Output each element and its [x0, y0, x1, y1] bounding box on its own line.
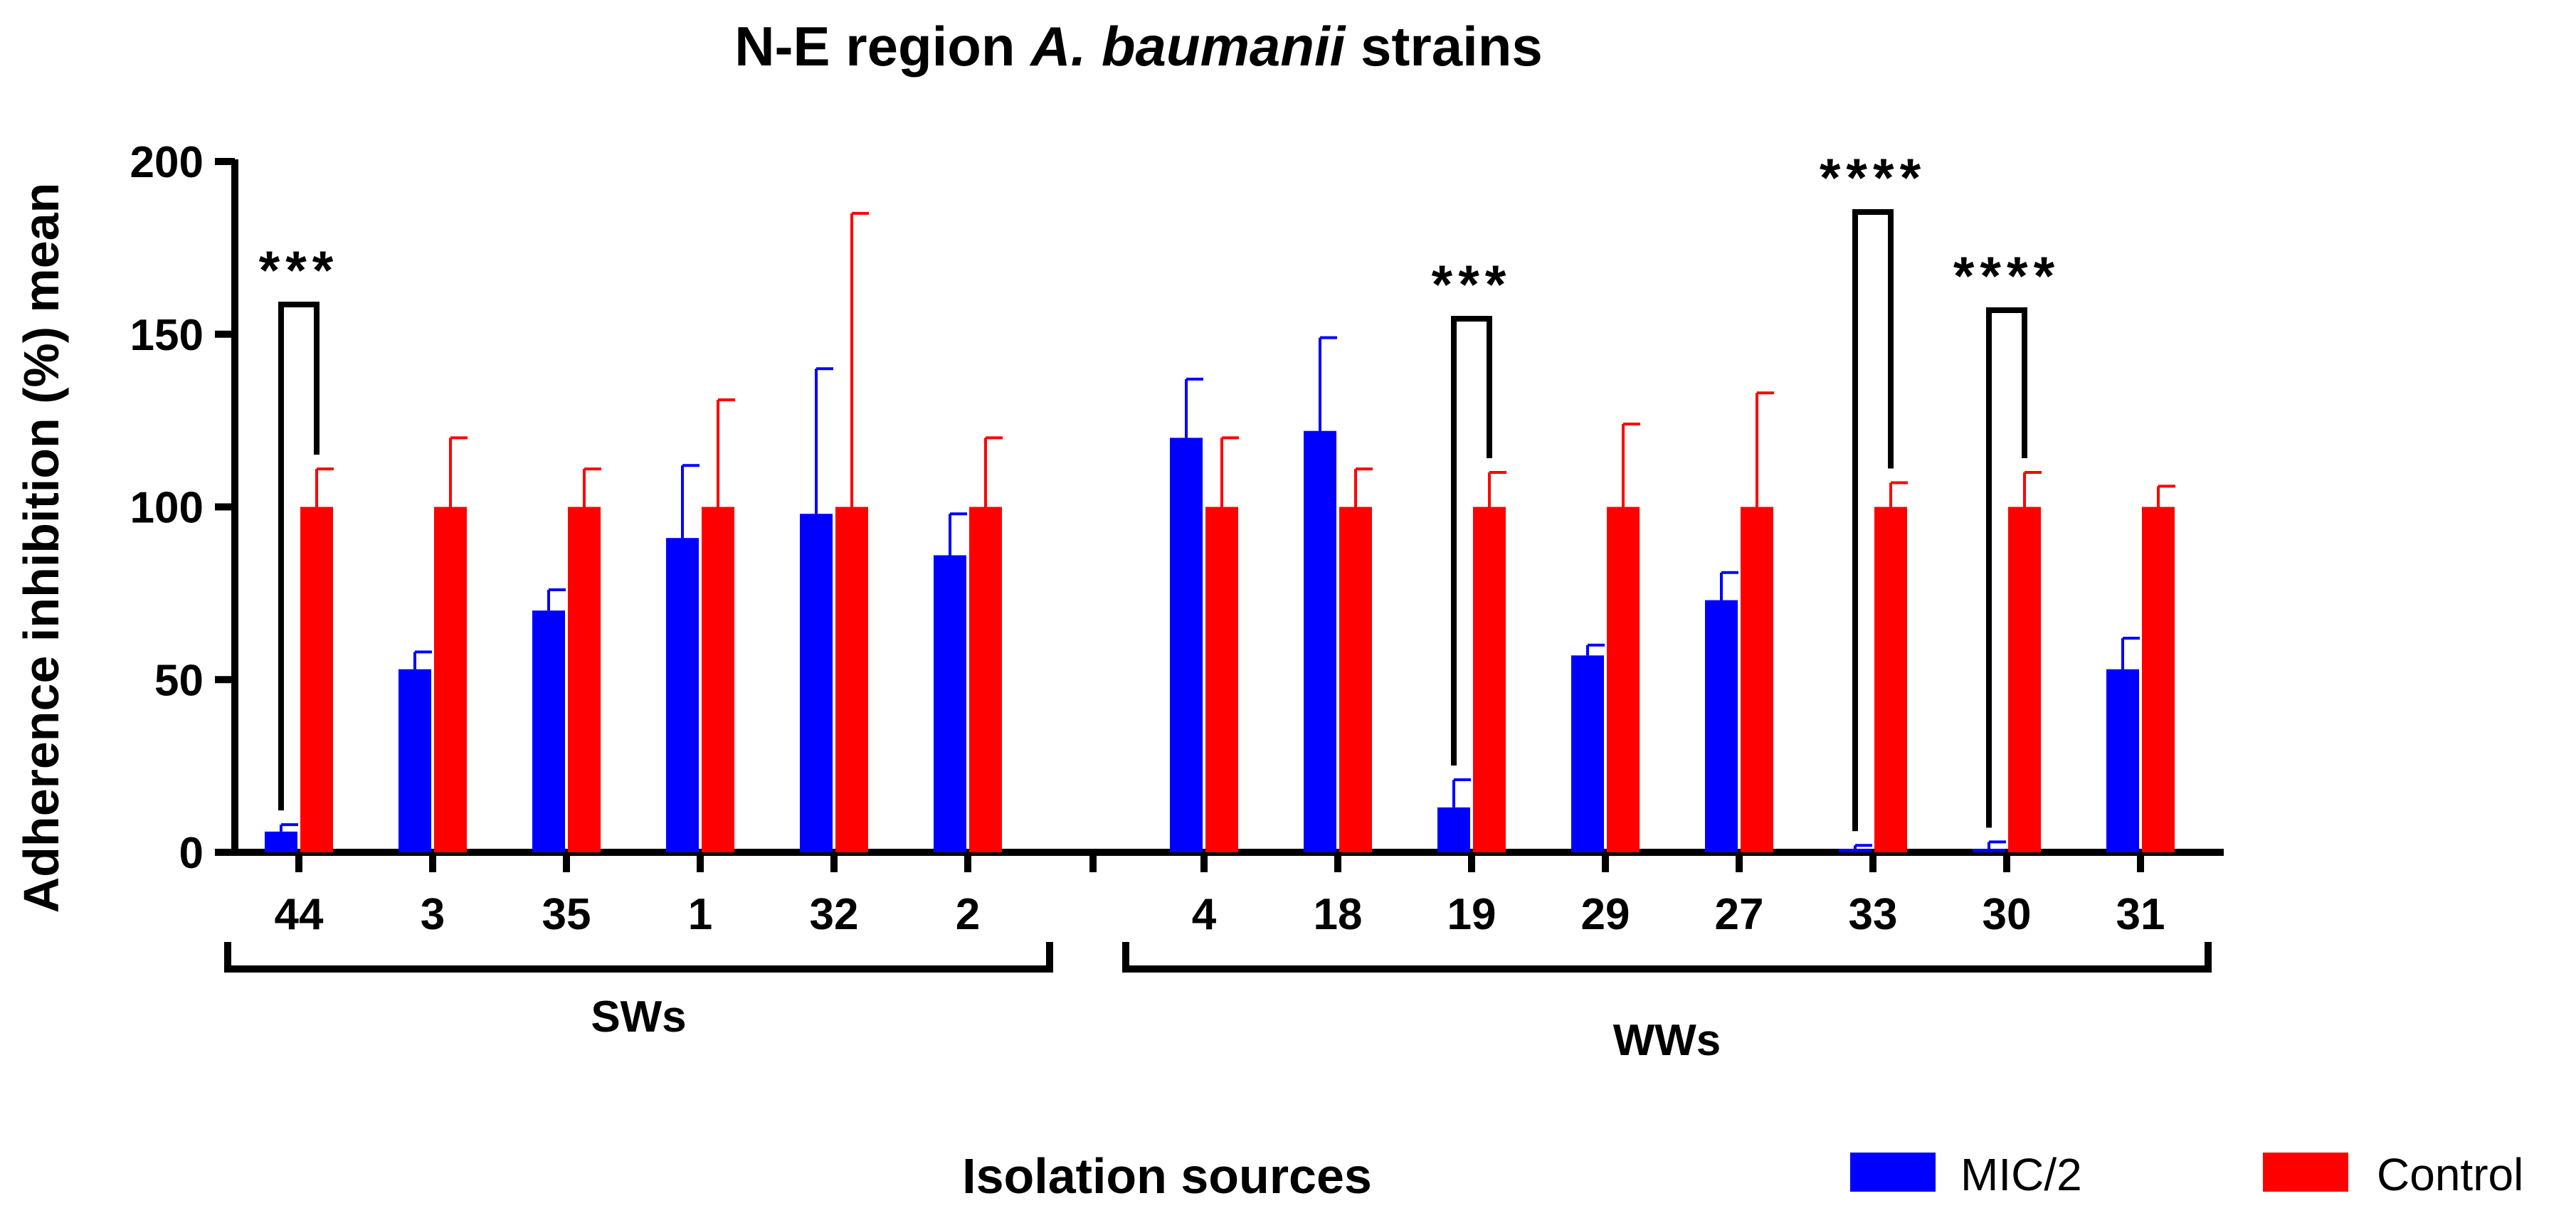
control-bar [434, 507, 467, 852]
mic2-bar [1304, 430, 1336, 852]
mic2-bar [1839, 849, 1872, 852]
significance-bracket [1852, 209, 1894, 832]
mic2-bar [398, 669, 431, 852]
chart-title: N-E region A. baumanii strains [734, 15, 1543, 78]
significance-label: *** [259, 240, 339, 301]
x-tick-label: 29 [1581, 890, 1630, 939]
x-tick-label: 44 [275, 890, 324, 939]
significance-bracket [1986, 307, 2027, 828]
control-bar [1874, 507, 1907, 852]
x-tick-label: 2 [956, 890, 980, 939]
mic2-bar [1973, 849, 2005, 852]
control-bar [300, 507, 333, 852]
control-bar [1741, 507, 1773, 852]
mic2-bar [934, 555, 966, 852]
legend-swatch [2263, 1153, 2348, 1192]
significance-bracket [278, 302, 320, 811]
y-tick-label: 50 [154, 656, 204, 705]
x-tick-label: 33 [1849, 890, 1898, 939]
control-bar [1205, 507, 1238, 852]
x-tick-label: 32 [810, 890, 859, 939]
plot-area: 0 50 100 150 200 44 3 35 1 32 2 4 18 19 29 27 33 30 31 SWs W… [130, 138, 2224, 1065]
mic2-bar [800, 514, 833, 852]
mic2-bar [532, 610, 565, 852]
group-label: SWs [591, 992, 686, 1042]
x-axis-title: Isolation sources [962, 1148, 1372, 1204]
control-bar [1607, 507, 1640, 852]
y-tick-label: 100 [130, 484, 204, 533]
x-tick-label: 19 [1447, 890, 1496, 939]
significance-bracket [1451, 316, 1492, 766]
mic2-bar [2106, 669, 2139, 852]
legend-swatch [1850, 1153, 1936, 1192]
control-bar [1339, 507, 1372, 852]
significance-label: *** [1432, 255, 1512, 315]
y-axis-title: Adherence inhibition (%) mean [14, 183, 69, 914]
mic2-bar [666, 538, 699, 852]
x-tick-label: 35 [542, 890, 591, 939]
group-bracket [224, 942, 1053, 973]
legend: MIC/2 Control [1850, 1149, 2523, 1200]
x-tick-label: 18 [1314, 890, 1363, 939]
x-tick-label: 27 [1715, 890, 1764, 939]
control-bar [568, 507, 601, 852]
control-bar [702, 507, 734, 852]
significance-label: **** [1820, 148, 1926, 208]
control-bar [2008, 507, 2041, 852]
mic2-bar [1170, 438, 1203, 852]
legend-label: Control [2377, 1149, 2523, 1200]
control-bar [969, 507, 1002, 852]
y-tick-label: 150 [130, 311, 204, 360]
x-tick-label: 1 [688, 890, 712, 939]
control-bar [2142, 507, 2175, 852]
x-tick-label: 4 [1192, 890, 1217, 939]
mic2-bar [1437, 807, 1470, 852]
mic2-bar [265, 831, 297, 852]
mic2-bar [1571, 655, 1604, 852]
control-bar [835, 507, 868, 852]
group-label: WWs [1613, 1016, 1721, 1065]
significance-label: **** [1953, 246, 2060, 307]
y-tick-label: 0 [179, 829, 204, 878]
mic2-bar [1705, 600, 1738, 852]
group-bracket [1122, 942, 2212, 973]
x-tick-label: 31 [2116, 890, 2165, 939]
x-tick-label: 3 [421, 890, 445, 939]
y-tick-label: 200 [130, 138, 204, 187]
x-tick-label: 30 [1983, 890, 2032, 939]
control-bar [1473, 507, 1506, 852]
legend-label: MIC/2 [1960, 1149, 2082, 1200]
